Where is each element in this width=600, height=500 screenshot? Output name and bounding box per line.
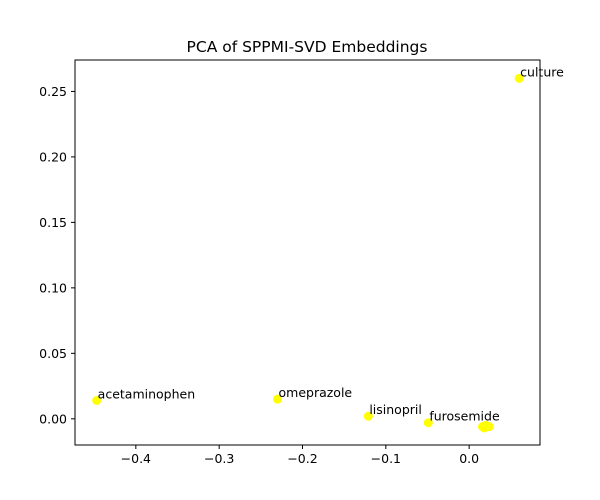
data-point [484, 422, 494, 432]
data-point [273, 394, 282, 404]
point-label: omeprazole [279, 385, 353, 400]
y-tick-label: 0.10 [39, 280, 67, 295]
data-point [92, 395, 102, 405]
x-tick-label: −0.1 [371, 451, 401, 466]
data-point [423, 418, 433, 428]
data-point [363, 411, 373, 421]
y-tick-label: 0.20 [39, 149, 67, 164]
x-tick-label: −0.3 [204, 451, 234, 466]
x-tick-label: −0.4 [121, 451, 151, 466]
y-tick-label: 0.00 [39, 411, 67, 426]
y-axis: 0.00 0.05 0.10 0.15 0.20 0.25 [39, 84, 75, 426]
point-label: furosemide [429, 409, 500, 424]
plot-frame [74, 59, 541, 446]
y-tick-label: 0.15 [39, 215, 67, 230]
data-point [514, 73, 524, 83]
points-layer [92, 73, 524, 433]
point-label: acetaminophen [98, 386, 195, 401]
x-axis: −0.4 −0.3 −0.2 −0.1 0.0 [121, 445, 479, 466]
point-labels-layer: culture acetaminophen omeprazole lisinopril… [98, 64, 564, 423]
point-label: lisinopril [369, 402, 422, 417]
y-tick-label: 0.05 [39, 346, 67, 361]
x-tick-label: −0.2 [287, 451, 317, 466]
point-label: culture [520, 64, 564, 79]
chart-title: PCA of SPPMI-SVD Embeddings [187, 38, 428, 56]
y-tick-label: 0.25 [39, 84, 67, 99]
x-tick-label: 0.0 [459, 451, 479, 466]
